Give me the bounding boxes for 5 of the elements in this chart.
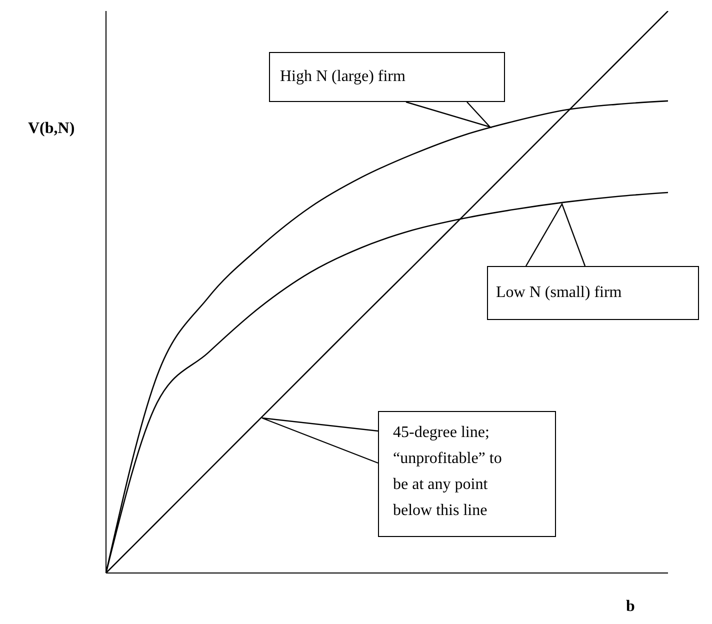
x-axis-title: b bbox=[626, 598, 635, 616]
callout-box: High N (large) firm bbox=[269, 52, 505, 102]
callout-box: Low N (small) firm bbox=[487, 266, 699, 320]
callout-box: 45-degree line; “unprofitable” to be at any point below this line bbox=[378, 411, 556, 537]
y-axis-title: V(b,N) bbox=[28, 120, 75, 138]
